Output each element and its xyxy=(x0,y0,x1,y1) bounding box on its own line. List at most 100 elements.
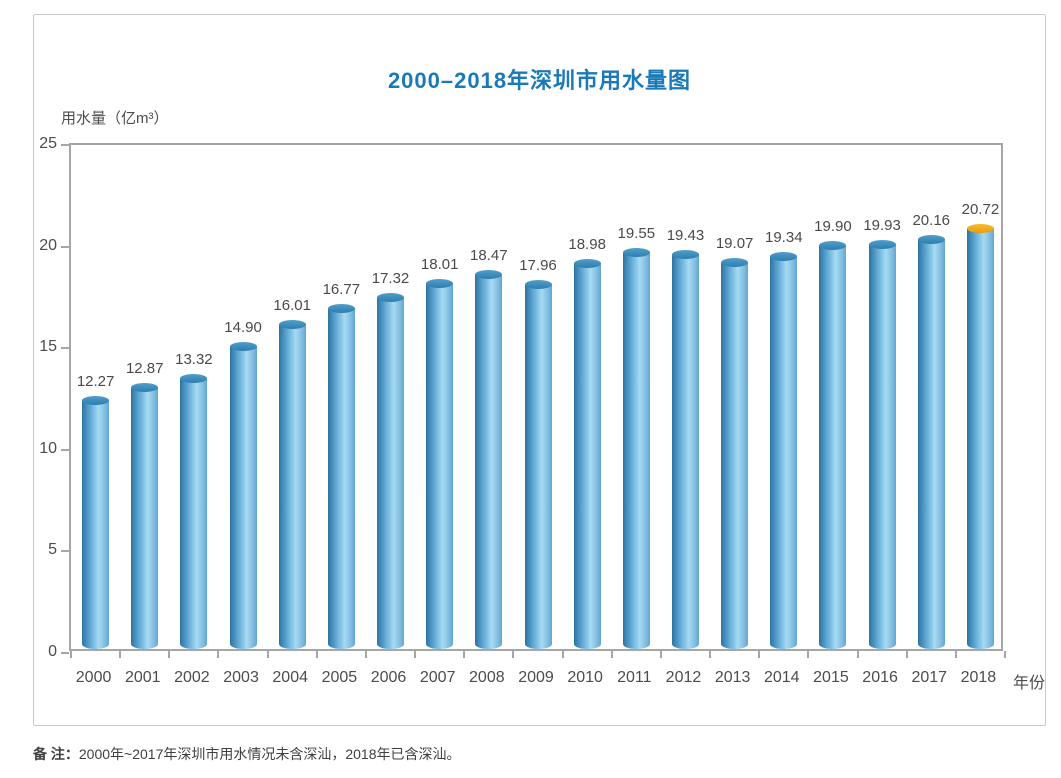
x-tick xyxy=(807,651,810,658)
bar-cap xyxy=(524,280,552,290)
x-tick xyxy=(709,651,712,658)
bar-cap xyxy=(229,342,257,352)
bar-value-label: 20.16 xyxy=(912,212,951,230)
bar-value-label: 19.34 xyxy=(765,229,803,247)
bar-2002 xyxy=(180,374,208,649)
y-tick xyxy=(61,448,69,451)
bar-2005 xyxy=(327,304,355,649)
x-tick xyxy=(512,651,515,658)
y-tick-label: 20 xyxy=(39,236,57,254)
bar-value-label: 17.32 xyxy=(371,270,410,288)
x-axis-label: 2002 xyxy=(174,669,210,686)
y-tick xyxy=(61,347,69,350)
y-tick xyxy=(61,245,69,248)
x-axis-label: 2017 xyxy=(911,669,948,686)
chart-card: 2000–2018年深圳市用水量图 用水量（亿m³） 0 5 10 15 20 25 12.… xyxy=(33,14,1046,726)
y-tick-label: 5 xyxy=(48,541,57,559)
bar-2018 xyxy=(966,223,994,649)
x-axis-label: 2018 xyxy=(960,669,997,686)
bar-cap xyxy=(327,304,355,314)
bar-value-label: 18.98 xyxy=(568,236,606,254)
bar-2003 xyxy=(229,342,257,649)
bar-2007 xyxy=(426,279,454,649)
x-axis-label: 2006 xyxy=(370,669,407,686)
x-tick xyxy=(414,651,417,658)
bar-value-label: 17.96 xyxy=(519,257,557,275)
bar-2006 xyxy=(377,293,405,649)
x-tick xyxy=(758,651,761,658)
y-tick xyxy=(61,144,69,146)
x-axis-label: 2005 xyxy=(321,669,358,686)
bar-value-label: 19.93 xyxy=(863,217,901,235)
bar-2001 xyxy=(131,383,159,649)
bar-cap xyxy=(180,374,208,384)
x-axis-label: 2009 xyxy=(518,669,554,686)
y-tick-label: 10 xyxy=(39,439,57,457)
bar-value-label: 16.77 xyxy=(322,281,361,299)
x-tick xyxy=(315,651,318,658)
x-axis-label: 2000 xyxy=(75,669,112,686)
bar-value-label: 12.87 xyxy=(125,360,164,378)
x-axis-title: 年份 xyxy=(1013,675,1046,692)
y-tick xyxy=(61,652,69,654)
x-tick xyxy=(266,651,269,658)
bar-2004 xyxy=(278,319,306,649)
y-tick-label: 15 xyxy=(39,338,57,356)
x-tick xyxy=(168,651,171,658)
x-axis-label: 2010 xyxy=(567,669,603,686)
x-tick xyxy=(463,651,466,658)
bar-2000 xyxy=(82,395,110,649)
bar-value-label: 16.01 xyxy=(273,296,311,314)
bar-cap-gold xyxy=(966,223,994,233)
bar-2013 xyxy=(721,257,749,649)
x-tick xyxy=(561,651,564,658)
footnote-label: 备 注： xyxy=(33,746,79,762)
x-tick xyxy=(1004,651,1006,658)
bar-value-label: 20.72 xyxy=(961,200,1000,218)
x-axis-label: 2015 xyxy=(813,669,849,686)
bar-value-label: 19.43 xyxy=(666,227,705,245)
x-tick xyxy=(856,651,859,658)
bar-2009 xyxy=(524,280,552,649)
x-axis-label: 2001 xyxy=(124,669,161,686)
bar-2011 xyxy=(622,247,650,649)
x-axis-label: 2007 xyxy=(419,669,456,686)
bar-value-label: 14.90 xyxy=(224,319,262,337)
bar-cap xyxy=(721,257,749,267)
bar-2010 xyxy=(573,259,601,649)
x-tick xyxy=(217,651,220,658)
bar-2016 xyxy=(868,240,896,649)
x-tick xyxy=(119,651,122,658)
x-tick xyxy=(364,651,367,658)
bar-cap xyxy=(377,293,405,303)
footnote: 备 注：2000年~2017年深圳市用水情况未含深汕，2018年已含深汕。 xyxy=(33,744,461,764)
bar-2008 xyxy=(475,269,503,649)
x-tick xyxy=(905,651,908,658)
bar-cap xyxy=(819,240,847,250)
x-axis-label: 2014 xyxy=(763,669,800,686)
y-tick xyxy=(61,550,69,553)
bar-value-label: 18.01 xyxy=(420,256,459,274)
bar-value-label: 19.55 xyxy=(617,224,656,242)
bar-value-label: 19.07 xyxy=(715,234,754,252)
x-tick xyxy=(610,651,613,658)
bar-cap xyxy=(131,383,159,393)
x-axis-label: 2016 xyxy=(862,669,898,686)
x-axis-label: 2012 xyxy=(665,669,702,686)
bar-cap xyxy=(573,259,601,269)
bar-cap xyxy=(671,250,699,260)
bar-cap xyxy=(868,240,896,250)
bar-2017 xyxy=(917,235,945,649)
x-tick xyxy=(70,651,72,658)
x-axis-label: 2008 xyxy=(469,669,505,686)
x-axis-label: 2003 xyxy=(223,669,259,686)
bar-value-label: 19.90 xyxy=(814,217,852,235)
bar-cap xyxy=(770,252,798,262)
bar-cap xyxy=(475,269,503,279)
x-axis-label: 2013 xyxy=(714,669,751,686)
bar-value-label: 13.32 xyxy=(175,351,213,369)
chart-title: 2000–2018年深圳市用水量图 xyxy=(387,68,692,93)
bar-2012 xyxy=(671,250,699,649)
x-tick xyxy=(954,651,957,658)
x-axis-label: 2004 xyxy=(272,669,308,686)
